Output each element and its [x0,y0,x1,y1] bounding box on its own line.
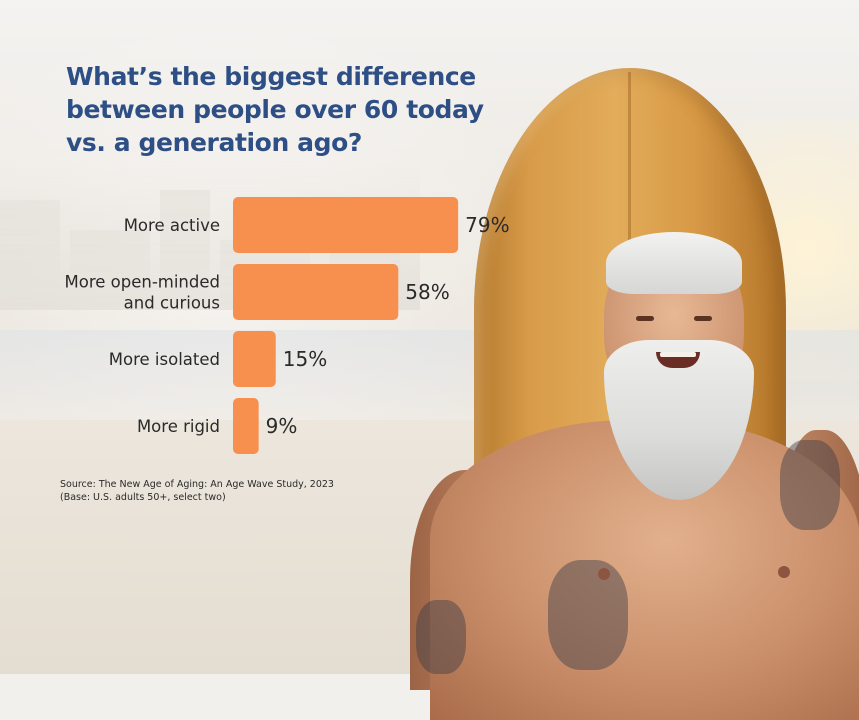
category-label: More active [124,216,220,235]
chart-title: What’s the biggest difference between pe… [66,62,484,157]
chest-tattoo [548,560,628,670]
value-label: 79% [465,213,509,237]
bar-chart: 79% More active 58% More open-minded and cur… [65,197,510,454]
left-eye [636,316,654,321]
chest-detail [598,568,610,580]
bar-3 [233,331,276,387]
category-label: More rigid [137,417,220,436]
base-line: (Base: U.S. adults 50+, select two) [60,492,226,503]
bar-2 [233,264,399,320]
right-eye [694,316,712,321]
bar-4 [233,398,259,454]
teeth [660,352,696,357]
value-label: 58% [405,280,449,304]
man-photo [410,232,859,720]
bar-1 [233,197,459,253]
category-label: More isolated [109,350,220,369]
category-label: More open-minded and curious [65,273,221,313]
arm-tattoo [416,600,466,674]
hair [606,232,742,294]
source-line: Source: The New Age of Aging: An Age Wav… [60,479,334,490]
value-label: 15% [283,347,327,371]
chest-detail [778,566,790,578]
source-note: Source: The New Age of Aging: An Age Wav… [60,478,380,504]
shoulder-tattoo [780,440,840,530]
value-label: 9% [266,414,298,438]
